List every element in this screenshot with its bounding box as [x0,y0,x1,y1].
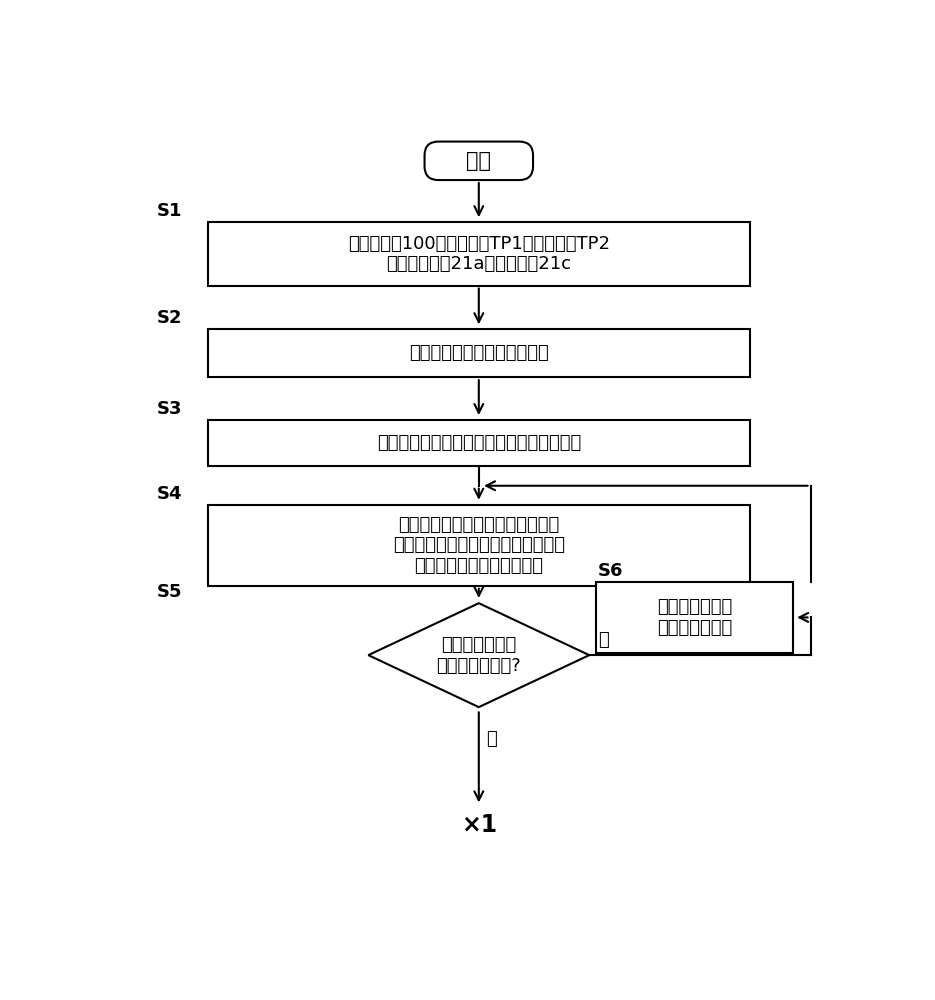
Text: S2: S2 [157,309,182,327]
Text: 测定各感应区域的静电容量値: 测定各感应区域的静电容量値 [409,344,549,362]
Bar [208,329,750,377]
Text: S1: S1 [157,202,182,220]
Bar [208,505,750,586]
Bar [596,582,794,653]
Text: 将各感应区域中的任意一个设定为关注区域: 将各感应区域中的任意一个设定为关注区域 [377,434,581,452]
Text: S4: S4 [157,485,182,503]
Bar [208,222,750,286]
Text: 对所有感应区域
获取相关校正値?: 对所有感应区域 获取相关校正値? [437,636,521,675]
Text: 在触控面板100的检测坐标TP1和检测坐标TP2
接触模拟手执21a和模拟手执21c: 在触控面板100的检测坐标TP1和检测坐标TP2 接触模拟手执21a和模拟手执2… [348,235,610,273]
Text: 基于关注区域及相邻于关注区域的
其它感应区域的探测値和相关値表，
计算关注区域的相关校正値: 基于关注区域及相邻于关注区域的 其它感应区域的探测値和相关値表， 计算关注区域的… [393,516,565,575]
Polygon shape [368,603,589,707]
Text: ×1: ×1 [461,813,496,837]
Bar [208,420,750,466]
Text: S3: S3 [157,400,182,418]
FancyBboxPatch shape [424,142,533,180]
Text: 否: 否 [598,631,610,649]
Text: 将关注区域变更
为其它感应区域: 将关注区域变更 为其它感应区域 [657,598,732,637]
Text: 是: 是 [486,730,497,748]
Text: S5: S5 [157,583,182,601]
Text: 开始: 开始 [467,151,491,171]
Text: S6: S6 [597,562,623,580]
